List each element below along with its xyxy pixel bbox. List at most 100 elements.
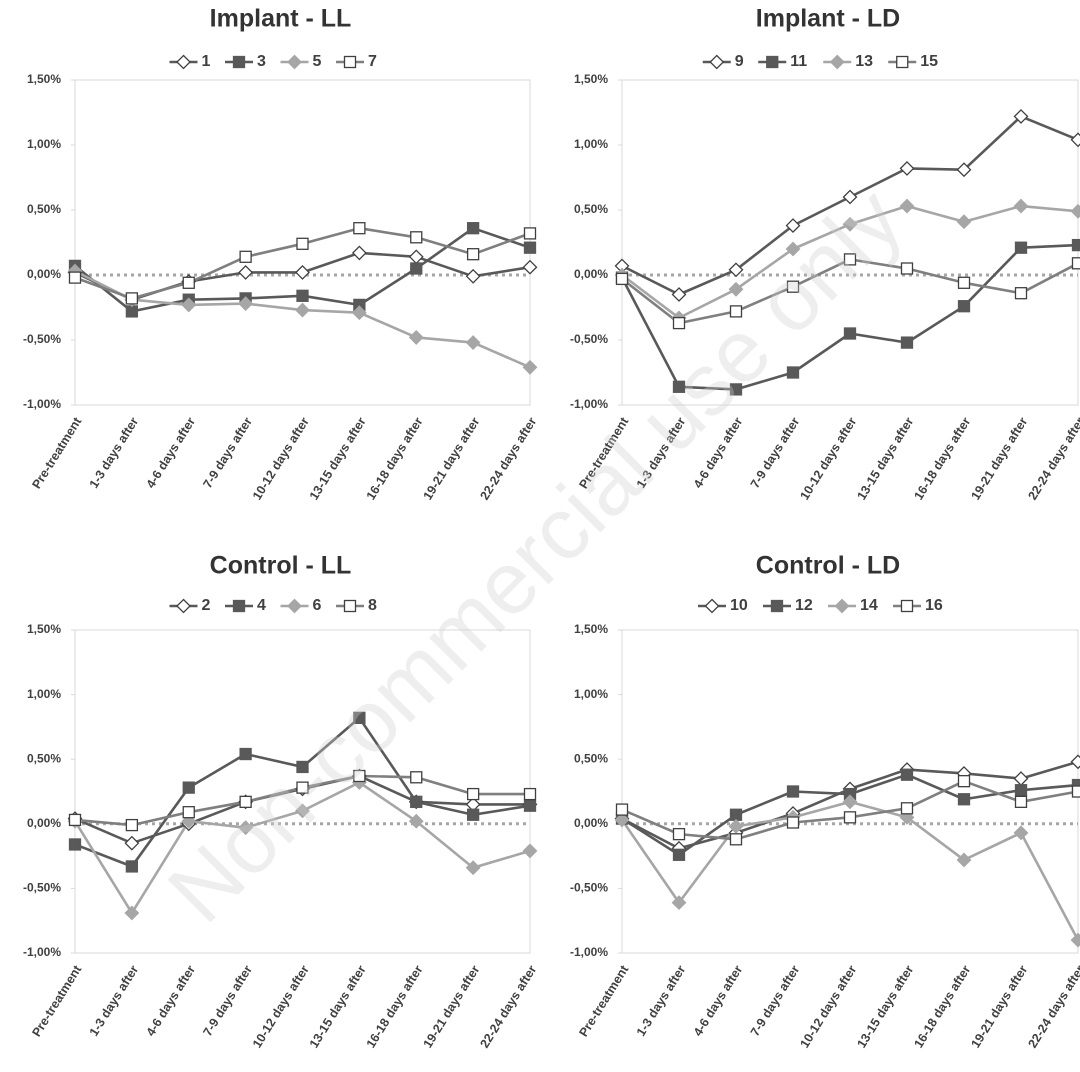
legend-label: 11	[790, 53, 807, 70]
y-tick-label: 1,50%	[27, 72, 61, 86]
y-tick-label: 1,00%	[27, 687, 61, 701]
marker	[615, 272, 629, 286]
marker	[466, 787, 480, 801]
marker	[1070, 932, 1080, 948]
legend-label: 2	[202, 597, 211, 614]
x-tick-label: 13-15 days after	[307, 963, 369, 1051]
y-tick-label: 0,50%	[27, 751, 61, 765]
y-tick-label: 0,50%	[27, 202, 61, 216]
marker	[900, 262, 914, 275]
marker	[729, 305, 743, 318]
x-tick-label: 22-24 days after	[1025, 963, 1080, 1051]
marker	[238, 264, 254, 280]
legend-label: 8	[368, 597, 377, 614]
marker	[295, 264, 310, 280]
legend-label: 1	[202, 53, 211, 70]
marker	[957, 775, 971, 788]
y-tick-label: 1,50%	[27, 622, 61, 636]
marker	[232, 599, 246, 613]
marker	[1013, 825, 1029, 841]
marker	[466, 248, 480, 261]
x-tick-label: 10-12 days after	[250, 963, 312, 1051]
x-tick-label: 19-21 days after	[421, 963, 483, 1051]
x-tick-label: 16-18 days after	[911, 415, 973, 503]
x-tick-label: 10-12 days after	[250, 415, 312, 503]
x-tick-label: 19-21 days after	[421, 415, 483, 503]
y-tick-label: 0,00%	[574, 816, 608, 830]
chart-title: Control - LL	[210, 552, 352, 580]
marker	[295, 302, 310, 318]
marker	[182, 781, 195, 794]
marker	[296, 237, 309, 250]
marker	[182, 276, 195, 289]
marker	[729, 808, 743, 821]
marker	[125, 818, 139, 832]
marker	[353, 711, 366, 725]
x-tick-label: 1-3 days after	[634, 963, 689, 1039]
y-tick-label: -0,50%	[23, 881, 61, 895]
y-tick-label: -0,50%	[23, 332, 61, 346]
marker	[729, 833, 743, 846]
x-tick-label: 7-9 days after	[748, 415, 803, 491]
marker	[957, 300, 971, 313]
marker	[728, 262, 744, 278]
x-tick-label: 4-6 days after	[691, 963, 746, 1039]
marker	[465, 860, 481, 876]
legend-label: 5	[313, 53, 322, 70]
marker	[1071, 238, 1080, 252]
marker	[786, 785, 800, 798]
marker	[351, 245, 367, 261]
marker	[68, 271, 82, 284]
marker	[956, 162, 972, 178]
marker	[466, 222, 480, 235]
marker	[343, 55, 357, 69]
marker	[672, 848, 686, 861]
marker	[1070, 754, 1080, 770]
marker	[957, 276, 971, 289]
marker	[522, 359, 538, 375]
marker	[1013, 198, 1029, 214]
y-tick-label: -1,00%	[23, 945, 61, 959]
chart-title: Implant - LL	[210, 5, 352, 33]
marker	[523, 799, 537, 812]
legend-label: 3	[257, 53, 266, 70]
marker	[729, 383, 743, 396]
marker	[786, 280, 800, 293]
y-tick-label: 1,50%	[574, 622, 608, 636]
marker	[522, 843, 538, 859]
marker	[671, 895, 687, 911]
marker	[181, 297, 197, 313]
marker	[176, 598, 191, 614]
x-tick-label: 16-18 days after	[364, 963, 426, 1051]
x-tick-label: 7-9 days after	[200, 963, 255, 1039]
legend-label: 15	[920, 53, 938, 70]
marker	[125, 305, 139, 318]
legend-label: 10	[730, 597, 748, 614]
legend-label: 16	[925, 597, 943, 614]
marker	[1014, 241, 1028, 254]
legend-label: 9	[735, 53, 744, 70]
marker	[1014, 784, 1028, 797]
marker	[1071, 257, 1080, 270]
marker	[957, 793, 971, 806]
marker	[704, 598, 720, 614]
marker	[410, 262, 423, 275]
marker	[1070, 132, 1080, 148]
y-tick-label: 1,50%	[574, 72, 608, 86]
marker	[615, 803, 629, 816]
marker	[239, 747, 252, 761]
y-tick-label: 0,00%	[27, 816, 61, 830]
marker	[1013, 771, 1029, 786]
marker	[296, 781, 309, 794]
marker	[124, 905, 140, 921]
marker	[176, 54, 191, 70]
legend-label: 4	[257, 597, 266, 614]
chart-title: Control - LD	[756, 552, 900, 580]
x-tick-label: 13-15 days after	[854, 963, 916, 1051]
marker	[900, 599, 914, 613]
x-tick-label: 1-3 days after	[87, 415, 142, 491]
x-tick-label: Pre-treatment	[29, 414, 84, 491]
marker	[785, 218, 801, 234]
marker	[466, 808, 480, 821]
